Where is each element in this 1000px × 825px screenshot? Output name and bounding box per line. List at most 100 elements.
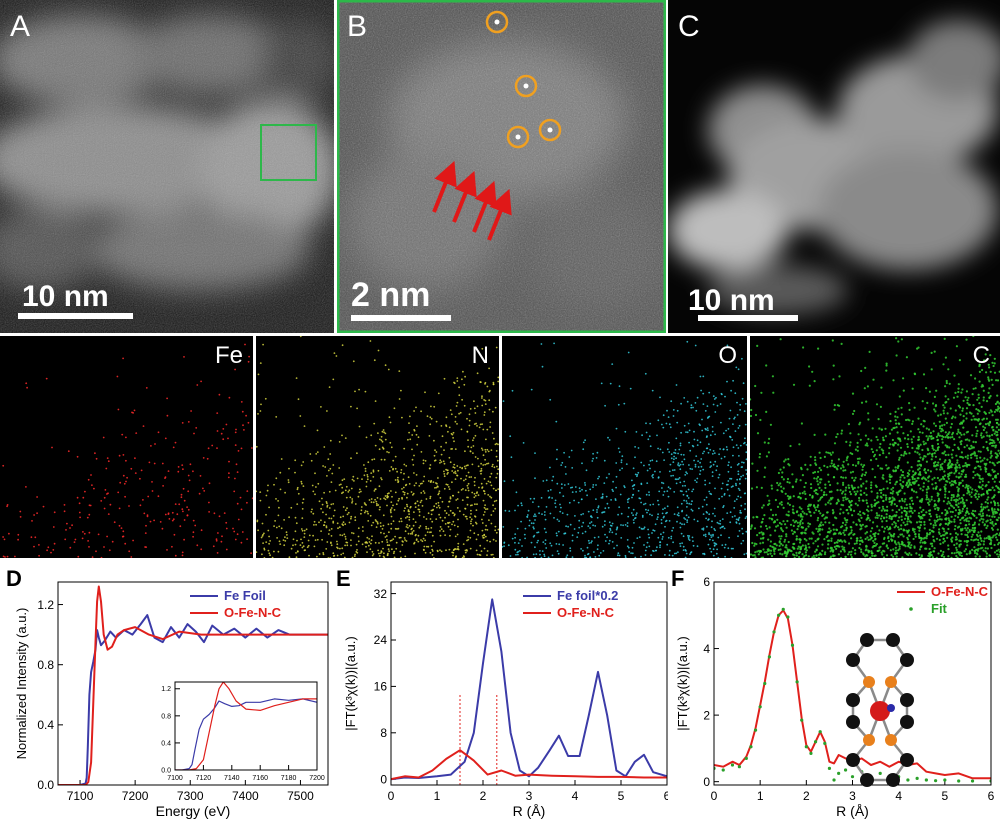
data-point: [737, 765, 741, 769]
x-tick-label: 7400: [232, 789, 259, 803]
legend-label: O-Fe-N-C: [224, 605, 282, 620]
panel-label-c: C: [678, 10, 700, 43]
x-tick-label: 0: [711, 789, 718, 803]
y-tick-label: 24: [374, 633, 388, 647]
x-tick-label: 7300: [177, 789, 204, 803]
data-point: [809, 751, 813, 755]
panel-label-e: E: [336, 566, 351, 591]
arrow-icon: [452, 170, 477, 223]
x-tick-label: 7100: [67, 789, 94, 803]
y-tick-label: 0.4: [161, 740, 171, 747]
data-point: [813, 740, 818, 744]
series-line: [391, 749, 667, 781]
x-tick-label: 1: [434, 789, 441, 803]
y-tick-label: 16: [374, 680, 388, 694]
data-point: [781, 607, 785, 611]
data-point: [767, 655, 771, 659]
y-tick-label: 2: [703, 708, 710, 722]
data-point: [837, 771, 841, 775]
plot-frame: [713, 581, 992, 786]
x-tick-label: 2: [803, 789, 810, 803]
panel-label-a: A: [10, 10, 31, 43]
legend-label: Fe Foil: [224, 588, 266, 603]
element-label: O: [718, 342, 737, 369]
x-tick-label: 5: [618, 789, 625, 803]
scalebar-c: [698, 315, 798, 321]
y-axis-label: |FT(k³χ(k))|(a.u.): [343, 636, 358, 730]
data-point: [843, 768, 848, 772]
x-tick-label: 3: [526, 789, 533, 803]
data-point: [924, 778, 928, 782]
x-tick-label: 1: [757, 789, 764, 803]
series-line: [175, 698, 317, 770]
y-tick-label: 32: [374, 587, 388, 601]
zoom-frame: [337, 0, 666, 333]
plot-frame: [57, 581, 329, 786]
data-point: [827, 766, 832, 770]
plot-frame: [174, 681, 318, 771]
y-tick-label: 1.2: [37, 598, 54, 612]
atom-circle: [514, 74, 538, 98]
eds-map-c: C: [750, 336, 1000, 558]
x-tick-label: 7120: [196, 775, 212, 782]
scalebar-label-c: 10 nm: [688, 284, 775, 317]
y-tick-label: 8: [380, 726, 387, 740]
eds-dots: [502, 340, 747, 558]
haadf-image-c: [668, 0, 1000, 333]
eds-dots: [256, 336, 499, 558]
data-point: [850, 775, 855, 779]
data-point: [832, 778, 836, 782]
data-point: [763, 681, 767, 686]
y-tick-label: 0.8: [37, 658, 54, 672]
y-tick-label: 0.8: [161, 713, 171, 720]
data-point: [772, 630, 776, 634]
data-point: [777, 613, 781, 617]
arrow-icon: [487, 188, 512, 241]
data-point: [786, 615, 790, 619]
haadf-panel-b: B 2 nm: [337, 0, 666, 333]
y-tick-label: 0.0: [37, 778, 54, 792]
x-tick-label: 6: [664, 789, 668, 803]
legend-label: Fit: [931, 601, 948, 616]
eds-map-fe: Fe: [0, 336, 253, 558]
x-tick-label: 4: [895, 789, 902, 803]
series-line: [58, 614, 328, 785]
chart-panel-f: F 0 1 2 3 4 5 6 0 2 4 6 R (Å) |FT(k³χ(k))|(a.u.) O-Fe…: [671, 566, 995, 819]
scalebar-label-b: 2 nm: [351, 276, 431, 314]
element-label: N: [471, 342, 489, 369]
panel-label-d: D: [6, 566, 22, 591]
fe-atom: [870, 701, 890, 721]
eds-map-o: O: [502, 336, 747, 558]
arrow-icon: [472, 180, 497, 233]
data-point: [878, 771, 882, 775]
data-point: [915, 776, 919, 780]
y-axis-label: |FT(k³χ(k))|(a.u.): [675, 636, 690, 730]
x-tick-label: 7160: [252, 775, 268, 782]
x-axis-label: R (Å): [513, 803, 546, 819]
arrow-icon: [432, 160, 457, 213]
haadf-panel-a: A 10 nm: [0, 0, 334, 333]
data-point: [970, 779, 975, 783]
data-point: [749, 745, 753, 749]
data-point: [934, 779, 938, 783]
chart-panel-e: E 0 1 2 3 4 5 6 0 8 16 24 32 R (Å) |FT(k³χ(k))|(a.u.)…: [336, 566, 668, 819]
y-tick-label: 4: [703, 642, 710, 656]
structure-model: [846, 633, 914, 787]
x-tick-label: 7200: [122, 789, 149, 803]
panel-label-f: F: [671, 566, 684, 591]
data-point: [906, 778, 910, 782]
y-tick-label: 0.4: [37, 718, 54, 732]
eds-dots: [750, 336, 1000, 558]
atom-circle: [538, 118, 562, 142]
x-tick-label: 5: [941, 789, 948, 803]
eds-dots: [2, 343, 253, 558]
x-tick-label: 7140: [224, 775, 240, 782]
haadf-panel-c: C 10 nm: [668, 0, 1000, 333]
x-axis-label: Energy (eV): [156, 803, 231, 819]
lattice-arrows: [432, 160, 512, 241]
x-tick-label: 7200: [309, 775, 325, 782]
data-point: [943, 778, 947, 782]
data-point: [730, 763, 735, 767]
element-label: C: [972, 342, 990, 369]
eds-map-n: N: [256, 336, 499, 558]
